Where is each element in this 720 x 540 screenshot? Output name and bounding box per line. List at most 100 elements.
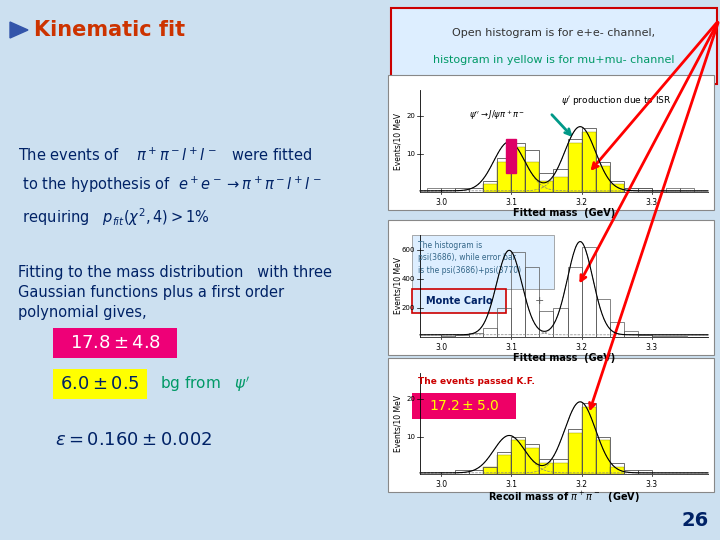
Text: 3.0: 3.0: [435, 198, 447, 207]
Bar: [469, 470, 483, 474]
Text: 10: 10: [406, 151, 415, 157]
FancyBboxPatch shape: [53, 369, 147, 399]
FancyBboxPatch shape: [412, 393, 516, 419]
Bar: [511, 253, 526, 337]
Bar: [526, 267, 539, 337]
Bar: [567, 139, 582, 192]
Text: 3.1: 3.1: [505, 343, 517, 352]
Text: 3.0: 3.0: [435, 343, 447, 352]
Bar: [624, 188, 638, 192]
Bar: [441, 188, 455, 192]
Bar: [582, 247, 595, 337]
Bar: [554, 177, 567, 192]
Text: histogram in yellow is for mu+mu- channel: histogram in yellow is for mu+mu- channe…: [433, 56, 675, 65]
Text: 3.1: 3.1: [505, 480, 517, 489]
Text: Events/10 MeV: Events/10 MeV: [394, 395, 402, 452]
Bar: [582, 128, 595, 192]
Text: The events passed K.F.: The events passed K.F.: [418, 377, 535, 386]
Text: Monte Carlo: Monte Carlo: [426, 296, 492, 306]
Bar: [610, 463, 624, 474]
Bar: [582, 403, 595, 474]
Text: 10: 10: [406, 434, 415, 440]
Text: $\psi'' \to J/\psi\pi^+\pi^-$: $\psi'' \to J/\psi\pi^+\pi^-$: [469, 108, 526, 122]
Bar: [595, 440, 610, 474]
Text: +: +: [535, 296, 544, 306]
Text: Fitted mass  (GeV): Fitted mass (GeV): [513, 353, 615, 363]
Text: $17.2 \pm 5.0$: $17.2 \pm 5.0$: [429, 399, 499, 413]
Text: 600: 600: [402, 247, 415, 253]
Bar: [498, 158, 511, 192]
Bar: [539, 311, 554, 337]
Text: Fitting to the mass distribution   with three: Fitting to the mass distribution with th…: [18, 265, 332, 280]
Bar: [554, 459, 567, 474]
Bar: [441, 336, 455, 337]
Bar: [610, 185, 624, 192]
Text: 3.3: 3.3: [646, 343, 658, 352]
FancyBboxPatch shape: [412, 289, 506, 313]
Bar: [455, 470, 469, 474]
Bar: [498, 308, 511, 337]
Bar: [652, 336, 687, 337]
Polygon shape: [10, 22, 28, 38]
Text: Kinematic fit: Kinematic fit: [34, 20, 185, 40]
Bar: [469, 188, 483, 192]
Bar: [539, 173, 554, 192]
Bar: [483, 181, 498, 192]
Bar: [595, 299, 610, 337]
Bar: [455, 188, 469, 192]
Bar: [554, 170, 567, 192]
Text: Gaussian functions plus a first order: Gaussian functions plus a first order: [18, 285, 284, 300]
Bar: [595, 162, 610, 192]
FancyBboxPatch shape: [391, 8, 717, 84]
Bar: [567, 267, 582, 337]
Bar: [455, 335, 469, 337]
Text: 20: 20: [406, 113, 415, 119]
Text: The events of    $\pi^+\pi^-l^+l^-$   were fitted: The events of $\pi^+\pi^-l^+l^-$ were fi…: [18, 146, 312, 164]
Bar: [483, 467, 498, 474]
Bar: [511, 437, 526, 474]
Bar: [595, 166, 610, 192]
Text: polynomial gives,: polynomial gives,: [18, 305, 147, 320]
Bar: [582, 132, 595, 192]
Bar: [526, 448, 539, 474]
Bar: [554, 308, 567, 337]
FancyBboxPatch shape: [388, 358, 714, 492]
Text: 26: 26: [681, 510, 708, 530]
Text: 20: 20: [406, 396, 415, 402]
Text: bg from   $\psi'$: bg from $\psi'$: [160, 374, 250, 394]
Bar: [526, 151, 539, 192]
Bar: [638, 335, 652, 337]
Text: Recoil mass of $\pi^+\pi^-$  (GeV): Recoil mass of $\pi^+\pi^-$ (GeV): [488, 490, 640, 505]
Bar: [680, 188, 694, 192]
Bar: [511, 143, 526, 192]
Bar: [483, 467, 498, 474]
Bar: [567, 433, 582, 474]
Text: 3.3: 3.3: [646, 198, 658, 207]
Text: 400: 400: [402, 276, 415, 282]
Bar: [624, 331, 638, 337]
Bar: [638, 188, 652, 192]
Bar: [595, 437, 610, 474]
Text: Fitted mass  (GeV): Fitted mass (GeV): [513, 208, 615, 218]
Bar: [511, 147, 526, 192]
Bar: [511, 440, 526, 474]
Bar: [582, 407, 595, 474]
Bar: [610, 467, 624, 474]
Text: $\psi'$ production due to ISR: $\psi'$ production due to ISR: [562, 94, 672, 107]
Text: 3.2: 3.2: [575, 198, 588, 207]
Text: The histogram is
psi(3686), while error bar
is the psi(3686)+psi(3770): The histogram is psi(3686), while error …: [418, 241, 521, 275]
Text: $\varepsilon = 0.160 \pm 0.002$: $\varepsilon = 0.160 \pm 0.002$: [55, 431, 212, 449]
Bar: [526, 444, 539, 474]
Bar: [554, 463, 567, 474]
Bar: [539, 181, 554, 192]
FancyBboxPatch shape: [388, 220, 714, 355]
Bar: [666, 188, 680, 192]
Text: Open histogram is for e+e- channel,: Open histogram is for e+e- channel,: [452, 28, 656, 38]
Text: 3.2: 3.2: [575, 480, 588, 489]
Bar: [498, 451, 511, 474]
Bar: [506, 139, 516, 173]
FancyBboxPatch shape: [53, 328, 177, 358]
FancyBboxPatch shape: [388, 75, 714, 210]
Text: Events/10 MeV: Events/10 MeV: [394, 258, 402, 314]
FancyBboxPatch shape: [412, 235, 554, 289]
